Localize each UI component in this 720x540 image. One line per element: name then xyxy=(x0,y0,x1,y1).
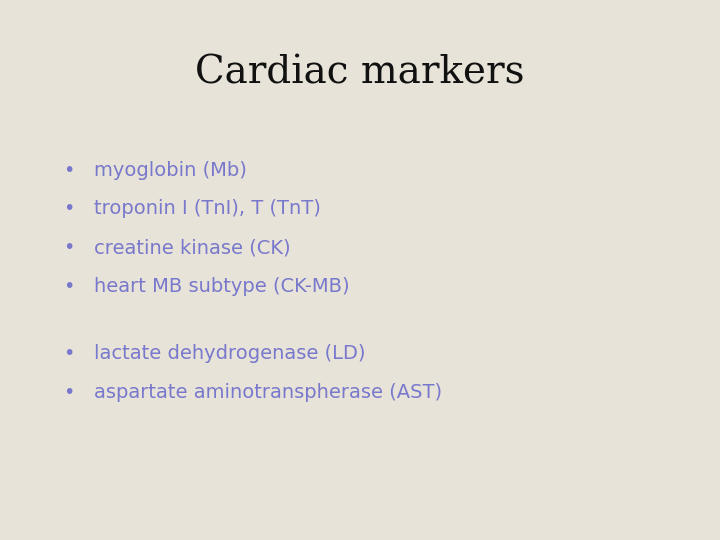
Text: troponin I (TnI), T (TnT): troponin I (TnI), T (TnT) xyxy=(94,199,320,219)
Text: creatine kinase (CK): creatine kinase (CK) xyxy=(94,238,290,258)
Text: •: • xyxy=(63,383,74,402)
Text: heart MB subtype (CK-MB): heart MB subtype (CK-MB) xyxy=(94,277,349,296)
Text: •: • xyxy=(63,199,74,219)
Text: Cardiac markers: Cardiac markers xyxy=(195,55,525,91)
Text: •: • xyxy=(63,344,74,363)
Text: •: • xyxy=(63,160,74,180)
Text: myoglobin (Mb): myoglobin (Mb) xyxy=(94,160,246,180)
Text: •: • xyxy=(63,277,74,296)
Text: aspartate aminotranspherase (AST): aspartate aminotranspherase (AST) xyxy=(94,383,442,402)
Text: •: • xyxy=(63,238,74,258)
Text: lactate dehydrogenase (LD): lactate dehydrogenase (LD) xyxy=(94,344,365,363)
